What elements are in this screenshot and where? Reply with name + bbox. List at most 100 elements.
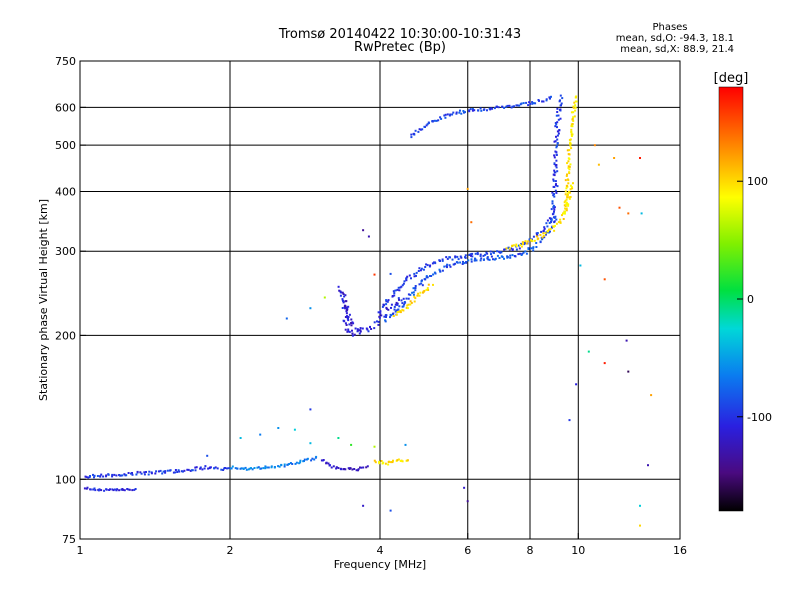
data-point <box>467 259 470 262</box>
data-point <box>522 251 525 254</box>
data-point <box>569 141 572 144</box>
colorbar-ticks: 100 0 -100 <box>737 175 772 424</box>
data-point <box>459 109 461 112</box>
data-point <box>539 241 542 244</box>
data-point <box>391 461 394 464</box>
data-point <box>569 188 572 191</box>
data-point <box>234 467 237 470</box>
data-point <box>446 257 449 260</box>
data-point <box>573 115 576 118</box>
x-tick-label: 6 <box>464 544 471 557</box>
data-point <box>479 253 482 256</box>
data-point <box>564 210 566 213</box>
data-point <box>264 467 267 470</box>
data-point <box>340 468 343 471</box>
data-point <box>473 259 476 262</box>
data-point <box>490 255 493 258</box>
data-point <box>393 292 396 295</box>
data-point <box>347 305 350 308</box>
data-point <box>471 255 474 258</box>
data-point <box>427 122 430 125</box>
data-point <box>553 208 556 211</box>
data-point <box>345 324 348 326</box>
phases-o-stats: mean, sd,O: -94.3, 18.1 <box>615 33 734 44</box>
data-point <box>378 462 381 465</box>
data-point <box>570 128 573 131</box>
data-point <box>178 470 181 473</box>
data-point <box>401 460 404 463</box>
data-point <box>148 470 151 473</box>
data-point <box>542 235 545 237</box>
data-point <box>449 113 452 116</box>
data-point <box>93 476 95 479</box>
data-point <box>352 322 355 325</box>
data-point <box>443 114 446 117</box>
data-point <box>220 468 223 471</box>
data-point <box>419 269 422 272</box>
data-point <box>509 256 512 259</box>
data-point <box>201 468 204 471</box>
data-point <box>556 170 559 173</box>
data-point <box>115 489 118 492</box>
data-point <box>525 242 528 245</box>
data-point <box>403 303 406 306</box>
data-point <box>536 232 539 234</box>
data-point <box>554 140 557 143</box>
data-point <box>427 283 430 286</box>
data-point <box>385 300 388 303</box>
data-point <box>650 394 653 397</box>
data-point <box>194 469 197 472</box>
data-point <box>105 474 108 477</box>
data-point <box>553 225 556 227</box>
data-point <box>414 297 417 300</box>
data-point <box>283 463 286 466</box>
data-point <box>396 311 399 314</box>
data-point <box>554 122 557 124</box>
data-point <box>550 95 552 98</box>
data-point <box>97 489 100 492</box>
data-point <box>557 118 560 121</box>
data-point <box>516 104 519 107</box>
data-point <box>425 275 428 278</box>
data-point <box>418 294 421 297</box>
data-point <box>566 193 569 196</box>
data-point <box>556 138 559 141</box>
data-point <box>139 471 142 474</box>
data-point <box>469 253 472 256</box>
data-point <box>552 204 555 207</box>
data-point <box>420 282 423 285</box>
data-point <box>559 117 562 120</box>
data-point <box>410 301 413 304</box>
data-point <box>402 297 405 300</box>
data-point <box>409 303 412 306</box>
data-point <box>344 307 347 310</box>
data-point <box>341 291 344 294</box>
data-point <box>489 250 492 253</box>
data-point <box>348 323 351 326</box>
data-point <box>418 128 421 131</box>
data-point <box>222 469 225 471</box>
data-point <box>454 255 457 258</box>
data-point <box>154 472 157 475</box>
data-point <box>169 469 172 472</box>
data-point <box>505 247 508 250</box>
data-point <box>554 189 557 192</box>
data-point <box>566 192 569 195</box>
colorbar-unit: [deg] <box>714 71 749 86</box>
data-point <box>475 259 478 262</box>
data-point <box>409 300 412 303</box>
data-point <box>537 99 540 101</box>
data-point <box>566 149 569 152</box>
data-point <box>410 136 413 139</box>
data-point <box>378 460 381 463</box>
data-point <box>405 297 408 300</box>
data-point <box>512 244 515 247</box>
data-point <box>470 221 473 224</box>
data-point <box>159 469 162 472</box>
data-point <box>574 109 577 112</box>
data-point <box>384 319 387 322</box>
data-point <box>94 489 97 492</box>
data-point <box>444 113 447 116</box>
data-point <box>303 458 306 461</box>
data-point <box>553 169 556 172</box>
